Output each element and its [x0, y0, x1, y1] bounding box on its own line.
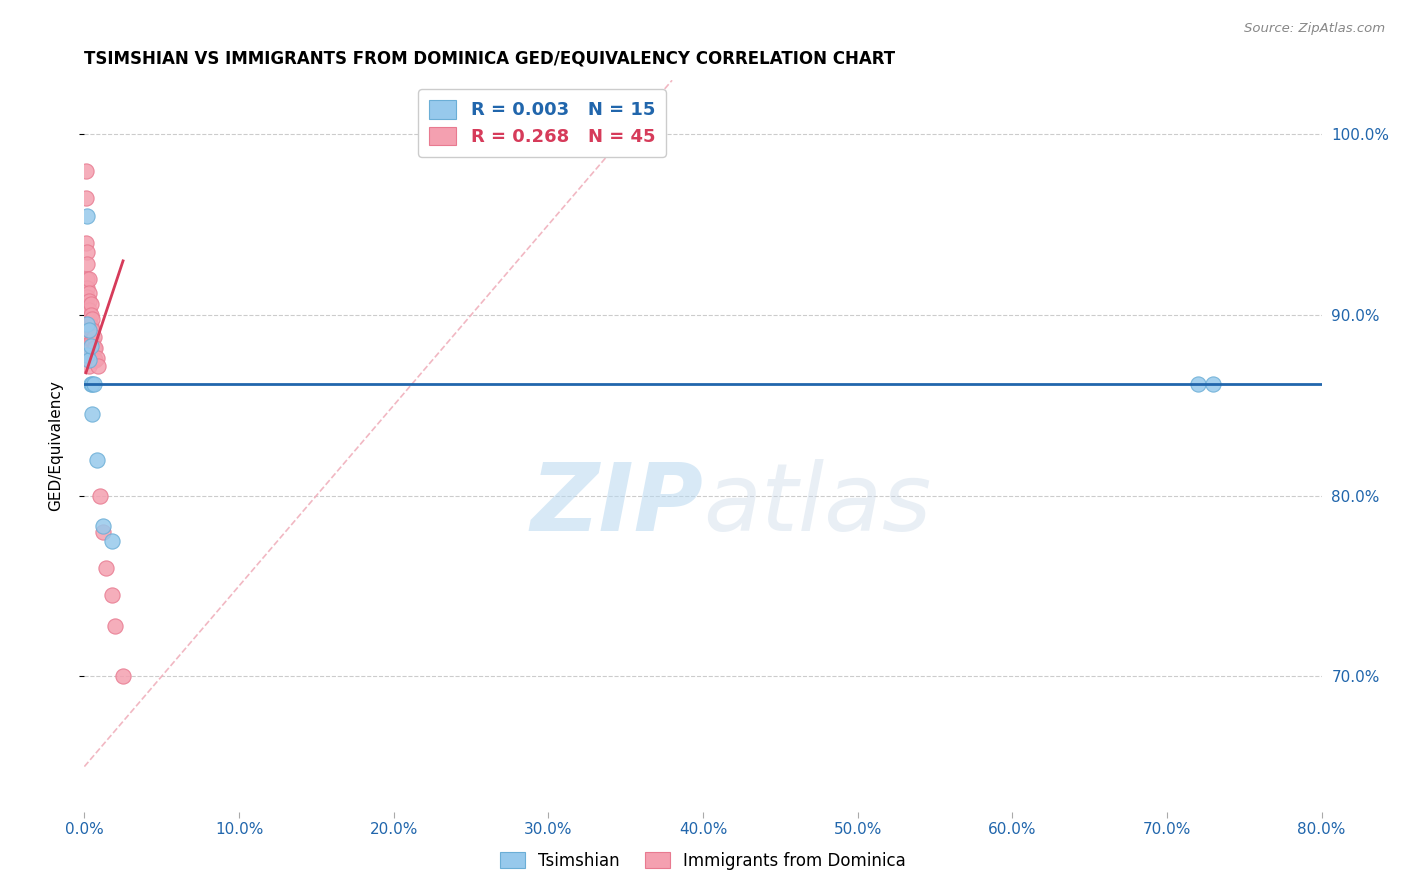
- Point: [91, 519, 114, 533]
- Text: Source: ZipAtlas.com: Source: ZipAtlas.com: [1244, 22, 1385, 36]
- Point: [82, 311, 104, 326]
- Point: [75, 163, 97, 178]
- Point: [76, 290, 98, 304]
- Point: [77, 359, 100, 373]
- Point: [82, 376, 104, 391]
- Point: [87, 359, 110, 373]
- Point: [84, 341, 107, 355]
- Point: [82, 334, 104, 348]
- Point: [79, 308, 101, 322]
- Point: [77, 286, 100, 301]
- Point: [1202, 376, 1225, 391]
- Text: ZIP: ZIP: [530, 458, 703, 550]
- Point: [76, 209, 98, 223]
- Point: [76, 281, 98, 295]
- Point: [76, 299, 98, 313]
- Point: [77, 311, 100, 326]
- Point: [77, 330, 100, 344]
- Point: [76, 317, 98, 331]
- Point: [82, 408, 104, 422]
- Point: [75, 235, 97, 250]
- Point: [77, 272, 100, 286]
- Point: [1187, 376, 1209, 391]
- Point: [94, 561, 117, 575]
- Point: [75, 191, 97, 205]
- Point: [83, 351, 105, 366]
- Point: [112, 669, 135, 683]
- Point: [91, 524, 114, 539]
- Point: [79, 297, 101, 311]
- Point: [79, 376, 101, 391]
- Point: [76, 244, 98, 259]
- Point: [79, 318, 101, 333]
- Point: [86, 351, 108, 366]
- Point: [84, 353, 107, 368]
- Text: atlas: atlas: [703, 459, 931, 550]
- Point: [77, 337, 100, 351]
- Point: [101, 533, 124, 548]
- Point: [82, 322, 104, 336]
- Point: [77, 344, 100, 359]
- Point: [76, 335, 98, 350]
- Point: [79, 339, 101, 353]
- Point: [77, 293, 100, 308]
- Y-axis label: GED/Equivalency: GED/Equivalency: [49, 381, 63, 511]
- Point: [86, 452, 108, 467]
- Point: [76, 317, 98, 331]
- Point: [77, 302, 100, 317]
- Point: [76, 308, 98, 322]
- Legend: R = 0.003   N = 15, R = 0.268   N = 45: R = 0.003 N = 15, R = 0.268 N = 45: [419, 89, 666, 157]
- Point: [76, 272, 98, 286]
- Point: [83, 376, 105, 391]
- Point: [76, 348, 98, 362]
- Point: [101, 588, 124, 602]
- Point: [76, 330, 98, 344]
- Point: [77, 351, 100, 366]
- Point: [104, 618, 127, 632]
- Point: [76, 326, 98, 340]
- Point: [76, 344, 98, 359]
- Point: [83, 341, 105, 355]
- Legend: Tsimshian, Immigrants from Dominica: Tsimshian, Immigrants from Dominica: [494, 846, 912, 877]
- Point: [89, 489, 111, 503]
- Point: [77, 322, 100, 336]
- Point: [76, 258, 98, 272]
- Text: TSIMSHIAN VS IMMIGRANTS FROM DOMINICA GED/EQUIVALENCY CORRELATION CHART: TSIMSHIAN VS IMMIGRANTS FROM DOMINICA GE…: [84, 50, 896, 68]
- Point: [83, 330, 105, 344]
- Point: [77, 353, 100, 368]
- Point: [77, 320, 100, 334]
